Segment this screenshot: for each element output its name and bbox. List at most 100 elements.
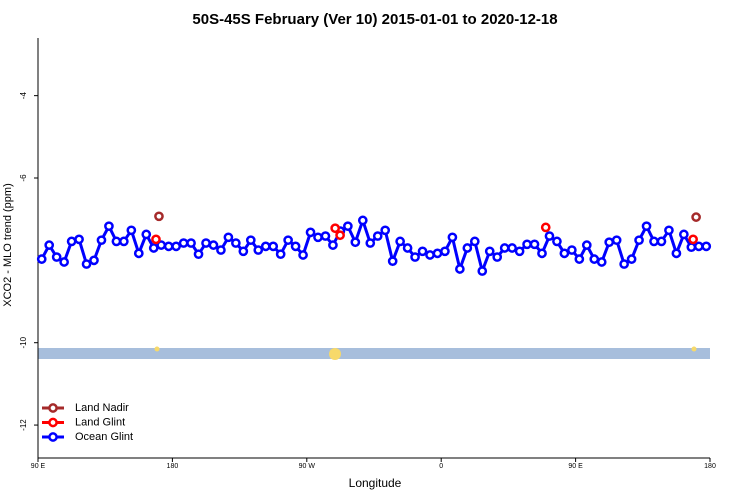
marker-dot — [691, 346, 697, 352]
point — [283, 235, 293, 246]
chart-title: 50S-45S February (Ver 10) 2015-01-01 to … — [192, 11, 557, 28]
point — [313, 232, 323, 243]
point — [81, 259, 92, 269]
point — [589, 254, 600, 264]
point — [410, 252, 420, 262]
point — [626, 254, 637, 264]
point — [529, 239, 540, 250]
point — [544, 231, 555, 241]
point — [425, 250, 435, 260]
point — [330, 223, 341, 234]
x-axis-label: Longitude — [349, 476, 402, 490]
point — [679, 229, 689, 240]
point — [216, 245, 226, 255]
point — [604, 237, 615, 248]
point — [440, 246, 450, 257]
point — [641, 221, 652, 232]
point — [417, 246, 428, 257]
y-tick-label: -12 — [19, 419, 28, 431]
point — [357, 215, 368, 226]
point — [36, 254, 47, 264]
point — [380, 225, 391, 236]
point — [328, 240, 338, 250]
point — [66, 236, 77, 247]
point — [148, 243, 159, 253]
point — [305, 227, 316, 238]
legend-marker — [48, 432, 58, 442]
point — [559, 248, 570, 259]
point — [275, 249, 286, 260]
point — [171, 241, 181, 252]
marker-dot — [329, 348, 341, 360]
point — [619, 259, 629, 269]
point — [514, 246, 525, 257]
y-tick-label: -4 — [19, 92, 28, 100]
point — [469, 236, 480, 247]
point — [193, 249, 204, 260]
point — [402, 243, 413, 253]
legend-marker — [48, 403, 58, 413]
point — [163, 241, 174, 252]
point — [664, 225, 674, 236]
y-tick-label: -6 — [19, 174, 28, 182]
point — [111, 236, 122, 247]
point — [693, 241, 704, 252]
point — [686, 242, 697, 253]
point — [691, 212, 701, 222]
point — [154, 211, 164, 222]
x-tick-label: 180 — [704, 463, 716, 470]
point — [372, 231, 383, 241]
point — [268, 241, 279, 252]
point — [223, 232, 234, 243]
point — [208, 240, 219, 250]
point — [201, 238, 211, 248]
y-tick-label: -10 — [19, 336, 28, 348]
point — [133, 248, 144, 259]
coverage-band — [38, 348, 710, 359]
point — [44, 240, 55, 250]
point — [462, 243, 473, 253]
point — [656, 236, 667, 247]
point — [596, 257, 607, 267]
point — [320, 231, 331, 241]
point — [484, 246, 495, 257]
x-tick-label: 180 — [167, 463, 179, 470]
point — [701, 241, 712, 252]
point — [59, 257, 69, 267]
y-axis-label: XCO2 - MLO trend (ppm) — [2, 183, 14, 306]
point — [178, 238, 189, 248]
point — [499, 243, 510, 253]
point — [231, 238, 241, 248]
point — [74, 234, 84, 245]
point — [387, 256, 398, 267]
legend-label: Land Glint — [75, 416, 125, 428]
x-tick-label: 90 E — [568, 463, 583, 470]
point — [104, 221, 114, 232]
legend-marker — [48, 417, 58, 428]
point — [581, 240, 592, 250]
point — [455, 264, 465, 274]
point — [395, 236, 405, 247]
point — [552, 236, 562, 247]
point — [335, 230, 345, 241]
point — [507, 243, 517, 253]
point — [492, 252, 503, 262]
point — [298, 250, 308, 260]
point — [290, 241, 301, 252]
point — [522, 239, 532, 250]
point — [51, 252, 62, 262]
point — [96, 235, 107, 246]
point — [365, 238, 376, 248]
point — [432, 248, 443, 259]
point — [611, 235, 622, 246]
marker-dot — [154, 346, 160, 352]
point — [540, 222, 551, 233]
point — [151, 234, 161, 245]
point — [350, 237, 361, 248]
point — [238, 246, 249, 257]
point — [537, 248, 547, 259]
point — [126, 225, 137, 236]
point — [89, 255, 99, 266]
point — [343, 221, 353, 232]
